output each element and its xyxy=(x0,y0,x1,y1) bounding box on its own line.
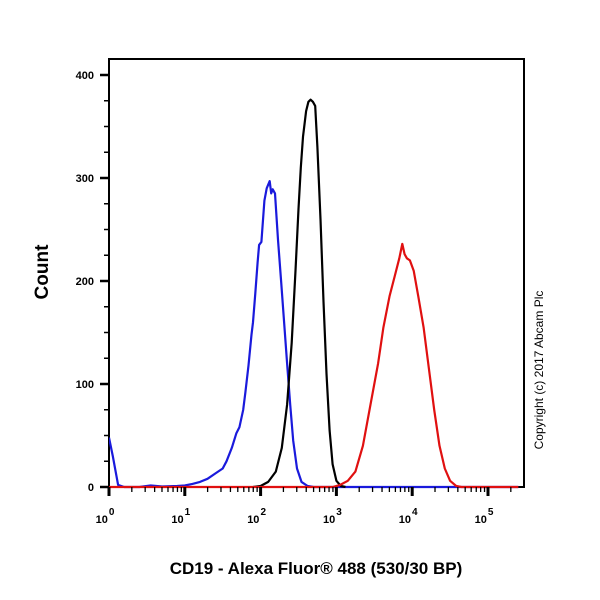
y-axis: 0 100 200 300 400 xyxy=(76,70,109,494)
x-tick-label: 105 xyxy=(475,507,494,526)
copyright-annotation: Copyright (c) 2017 Abcam Plc xyxy=(532,291,546,450)
y-tick-label: 400 xyxy=(76,70,94,82)
histogram-series-2 xyxy=(109,242,519,489)
y-tick-label: 0 xyxy=(88,482,94,494)
histogram-curves xyxy=(109,98,519,489)
x-tick-label: 103 xyxy=(323,507,342,526)
x-axis: 100 101 102 103 104 105 xyxy=(96,487,512,526)
x-tick-label: 100 xyxy=(96,507,115,526)
y-tick-label: 300 xyxy=(76,173,94,185)
x-tick-label: 101 xyxy=(171,507,190,526)
y-axis-title: Count xyxy=(32,244,53,300)
x-tick-label: 102 xyxy=(247,507,266,526)
histogram-series-0 xyxy=(109,180,519,489)
y-tick-label: 200 xyxy=(76,276,94,288)
histogram-series-1 xyxy=(252,98,346,489)
x-axis-title: CD19 - Alexa Fluor® 488 (530/30 BP) xyxy=(170,559,463,578)
x-tick-label: 104 xyxy=(399,507,418,526)
y-tick-label: 100 xyxy=(76,379,94,391)
